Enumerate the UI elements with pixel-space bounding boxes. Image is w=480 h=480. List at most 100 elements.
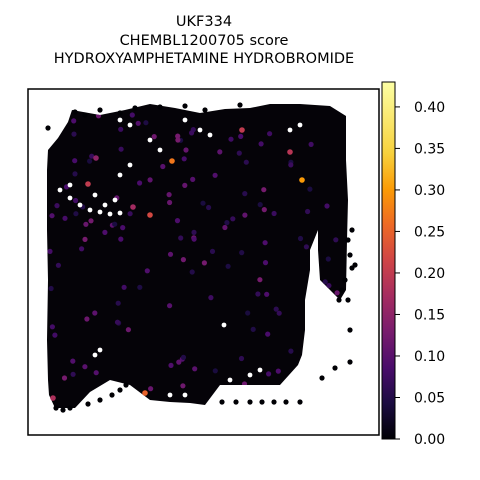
spot bbox=[112, 221, 118, 227]
spot bbox=[332, 365, 338, 371]
spot bbox=[167, 251, 174, 257]
spot bbox=[325, 256, 331, 262]
gap bbox=[67, 182, 73, 188]
spot bbox=[84, 316, 90, 322]
spot bbox=[307, 186, 313, 192]
gap bbox=[182, 392, 188, 398]
colorbar bbox=[381, 81, 396, 440]
spot bbox=[54, 203, 60, 209]
spot bbox=[273, 306, 279, 312]
spot bbox=[95, 113, 102, 119]
spot bbox=[109, 392, 115, 398]
colorbar-tick-label: 0.00 bbox=[414, 432, 445, 448]
spot bbox=[310, 280, 316, 286]
gap bbox=[127, 122, 133, 128]
gap bbox=[207, 132, 213, 138]
gap bbox=[67, 195, 73, 201]
spot bbox=[61, 375, 68, 381]
spot bbox=[259, 399, 265, 405]
spot bbox=[166, 192, 172, 198]
plot-frame bbox=[27, 88, 380, 436]
colored-spots bbox=[50, 127, 305, 401]
spot bbox=[79, 246, 85, 252]
spot bbox=[217, 149, 223, 155]
gap bbox=[157, 147, 163, 153]
spot bbox=[175, 133, 181, 139]
spot bbox=[303, 244, 309, 250]
spot bbox=[72, 171, 78, 177]
spot bbox=[271, 210, 277, 217]
spot bbox=[118, 126, 124, 132]
spot bbox=[88, 218, 94, 224]
spot bbox=[257, 277, 263, 283]
tissue-gaps bbox=[57, 117, 303, 398]
spot bbox=[334, 290, 340, 296]
spot bbox=[276, 310, 282, 316]
spot bbox=[120, 225, 126, 231]
spot bbox=[180, 383, 186, 389]
spot bbox=[72, 158, 78, 164]
gap bbox=[77, 202, 83, 208]
spot bbox=[160, 163, 166, 170]
gap bbox=[102, 202, 108, 208]
spot bbox=[151, 134, 157, 140]
colorbar-tick-label: 0.20 bbox=[414, 266, 445, 282]
spot bbox=[237, 102, 243, 108]
spot bbox=[121, 284, 127, 290]
spot bbox=[288, 348, 294, 354]
spot bbox=[52, 332, 58, 338]
spot bbox=[275, 368, 281, 374]
gap bbox=[167, 392, 173, 398]
spot bbox=[143, 120, 149, 126]
spot bbox=[208, 295, 214, 301]
spot bbox=[93, 370, 99, 376]
spot bbox=[60, 407, 66, 413]
spot bbox=[137, 180, 143, 186]
spot bbox=[345, 297, 351, 303]
spot bbox=[239, 250, 245, 256]
spot bbox=[352, 262, 358, 268]
colorbar-ticks: 0.00 0.05 0.10 0.15 0.20 0.25 0.30 0.35 0.40 bbox=[395, 100, 445, 448]
hotspot bbox=[299, 177, 305, 183]
spot bbox=[266, 371, 272, 377]
gap bbox=[287, 127, 293, 133]
spot bbox=[189, 269, 195, 275]
spot bbox=[180, 354, 187, 360]
spot bbox=[308, 141, 314, 147]
hotspot bbox=[169, 158, 175, 164]
spot bbox=[333, 237, 339, 243]
spot bbox=[189, 130, 195, 136]
spot bbox=[83, 221, 89, 227]
spot bbox=[97, 107, 103, 113]
spot bbox=[233, 399, 239, 405]
spot bbox=[157, 104, 163, 110]
spot bbox=[297, 399, 303, 405]
spot bbox=[265, 331, 271, 337]
colorbar-tick-label: 0.35 bbox=[414, 141, 445, 157]
spot bbox=[144, 268, 150, 274]
spot bbox=[328, 371, 334, 378]
spot bbox=[192, 366, 198, 372]
hotspot bbox=[50, 395, 56, 401]
spot bbox=[225, 263, 231, 269]
spot bbox=[209, 248, 216, 254]
spot bbox=[97, 397, 103, 403]
spot bbox=[230, 216, 236, 222]
hotspot bbox=[142, 390, 148, 396]
spot bbox=[123, 382, 129, 388]
spot bbox=[347, 252, 353, 258]
gap bbox=[97, 347, 103, 353]
tissue-spots bbox=[47, 104, 348, 408]
spot bbox=[255, 291, 261, 297]
spot bbox=[241, 381, 248, 387]
spot bbox=[137, 284, 143, 290]
spot bbox=[135, 120, 141, 126]
colorbar-tick-label: 0.10 bbox=[414, 349, 445, 365]
spot bbox=[85, 401, 91, 407]
gap bbox=[117, 172, 123, 178]
gap bbox=[57, 187, 63, 193]
gap bbox=[221, 322, 227, 328]
spot bbox=[102, 229, 108, 235]
spot bbox=[190, 176, 196, 182]
spot bbox=[247, 399, 253, 405]
